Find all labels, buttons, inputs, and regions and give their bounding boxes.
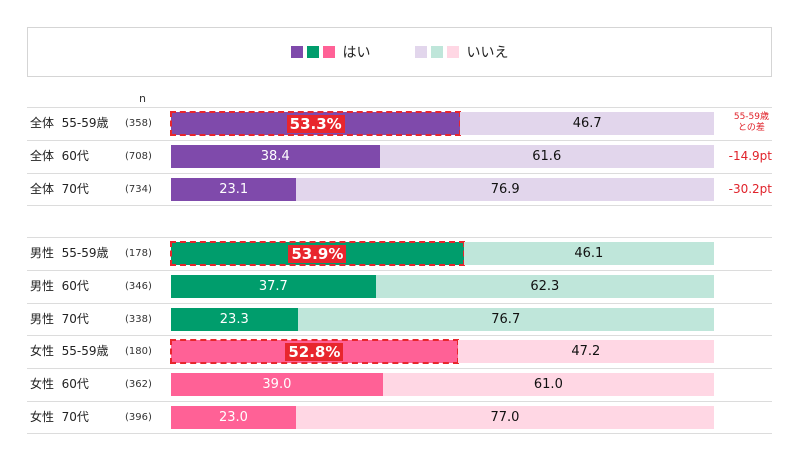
data-label-yes: 53.9% [288, 244, 347, 263]
bar-segment-no: 76.9 [296, 178, 714, 201]
stacked-bar: 23.3 76.7 [171, 308, 714, 331]
data-label-yes: 39.0 [262, 377, 292, 392]
stacked-bar: 53.9% 46.1 [170, 241, 714, 266]
bar-segment-no: 61.6 [379, 145, 714, 168]
legend-no-label: いいえ [466, 45, 509, 61]
bar-segment-yes: 23.1 [171, 178, 297, 201]
diff-header: 55-59歳 との差 [733, 112, 769, 133]
row-label: 男性 55-59歳 [30, 246, 109, 260]
legend-yes-swatch-1 [290, 46, 303, 58]
diff-value: -30.2pt [728, 182, 772, 196]
row-label: 女性 55-59歳 [30, 344, 109, 358]
bar-segment-no: 46.7 [460, 112, 714, 135]
data-label-yes: 23.0 [218, 410, 248, 425]
diff-value: -14.9pt [728, 149, 772, 163]
stacked-bar: 38.4 61.6 [171, 145, 714, 168]
row-label: 男性 60代 [30, 279, 89, 293]
bar-row: 女性 55-59歳 (180) 52.8% 47.2 [27, 335, 772, 368]
row-sample-size: (358) [125, 118, 152, 129]
legend-yes-label: はい [342, 45, 371, 61]
bar-segment-yes: 38.4 [171, 145, 380, 168]
data-label-no: 47.2 [571, 344, 601, 359]
bar-row: 男性 60代 (346) 37.7 62.3 [27, 270, 772, 303]
legend-no-swatch-2 [430, 46, 443, 58]
data-label-no: 76.9 [490, 182, 520, 197]
data-label-no: 61.6 [532, 149, 562, 164]
row-sample-size: (708) [125, 151, 152, 162]
data-label-yes: 53.3% [286, 114, 345, 133]
row-sample-size: (346) [125, 281, 152, 292]
legend-yes-swatch-3 [322, 46, 335, 58]
legend-yes-swatch-2 [306, 46, 319, 58]
stacked-bar: 53.3% 46.7 [169, 111, 714, 136]
bar-segment-yes: 37.7 [171, 275, 376, 298]
data-label-yes: 52.8% [285, 342, 344, 361]
row-label: 全体 55-59歳 [30, 116, 109, 130]
bar-segment-yes: 53.3% [169, 111, 462, 136]
bar-segment-no: 62.3 [375, 275, 714, 298]
bar-row: 女性 60代 (362) 39.0 61.0 [27, 368, 772, 401]
bar-row: 全体 55-59歳 (358) 53.3% 46.7 55-59歳 との差 [27, 107, 772, 140]
data-label-no: 76.7 [491, 312, 521, 327]
bar-segment-no: 46.1 [463, 242, 714, 265]
row-sample-size: (362) [125, 379, 152, 390]
bar-segment-yes: 23.0 [171, 406, 296, 429]
bar-segment-yes: 52.8% [170, 339, 459, 364]
data-label-no: 77.0 [490, 410, 520, 425]
row-sample-size: (734) [125, 184, 152, 195]
stacked-bar: 23.1 76.9 [171, 178, 714, 201]
data-label-yes: 38.4 [260, 149, 290, 164]
bar-row: 男性 70代 (338) 23.3 76.7 [27, 303, 772, 336]
row-label: 女性 60代 [30, 377, 89, 391]
row-sample-size: (178) [125, 248, 152, 259]
bar-row: 女性 70代 (396) 23.0 77.0 [27, 401, 772, 434]
data-label-yes: 23.1 [219, 182, 249, 197]
data-label-yes: 23.3 [219, 312, 249, 327]
row-sample-size: (180) [125, 346, 152, 357]
bar-row: 全体 60代 (708) 38.4 61.6 -14.9pt [27, 140, 772, 173]
stacked-bar: 37.7 62.3 [171, 275, 714, 298]
stacked-bar: 39.0 61.0 [171, 373, 714, 396]
stacked-bar: 23.0 77.0 [171, 406, 714, 429]
data-label-yes: 37.7 [258, 279, 288, 294]
data-label-no: 46.7 [572, 116, 602, 131]
data-label-no: 62.3 [530, 279, 560, 294]
bar-segment-yes: 23.3 [171, 308, 298, 331]
data-label-no: 61.0 [533, 377, 563, 392]
row-label: 男性 70代 [30, 312, 89, 326]
stacked-bar: 52.8% 47.2 [170, 339, 714, 364]
row-sample-size: (396) [125, 412, 152, 423]
bar-row: 全体 70代 (734) 23.1 76.9 -30.2pt [27, 173, 772, 206]
bar-segment-no: 61.0 [382, 373, 714, 396]
bar-segment-no: 47.2 [457, 340, 714, 363]
bar-segment-no: 77.0 [295, 406, 714, 429]
bar-segment-yes: 53.9% [170, 241, 465, 266]
row-label: 全体 70代 [30, 182, 89, 196]
bar-segment-yes: 39.0 [171, 373, 383, 396]
legend: はい いいえ [27, 27, 772, 77]
data-label-no: 46.1 [574, 246, 604, 261]
row-sample-size: (338) [125, 314, 152, 325]
legend-no-swatch-3 [446, 46, 459, 58]
row-label: 全体 60代 [30, 149, 89, 163]
legend-no-swatch-1 [414, 46, 427, 58]
bar-row: 男性 55-59歳 (178) 53.9% 46.1 [27, 237, 772, 270]
n-column-header: n [139, 92, 146, 105]
bar-segment-no: 76.7 [297, 308, 714, 331]
row-label: 女性 70代 [30, 410, 89, 424]
